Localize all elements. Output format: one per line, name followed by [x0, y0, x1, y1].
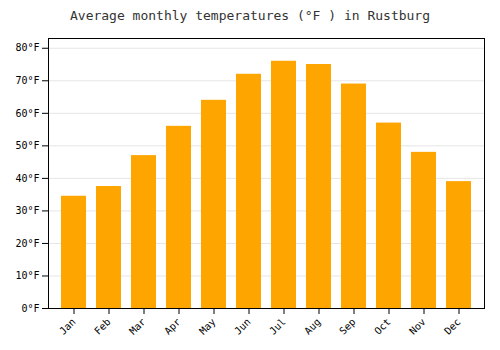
svg-text:Sep: Sep	[337, 316, 358, 337]
svg-text:Jun: Jun	[232, 316, 253, 337]
svg-text:Jan: Jan	[57, 316, 78, 337]
svg-text:30°F: 30°F	[15, 205, 39, 216]
svg-text:Nov: Nov	[407, 316, 428, 337]
svg-text:Jul: Jul	[267, 316, 288, 337]
svg-text:10°F: 10°F	[15, 270, 39, 281]
svg-text:Feb: Feb	[92, 316, 113, 337]
svg-text:Aug: Aug	[302, 316, 323, 337]
svg-text:50°F: 50°F	[15, 140, 39, 151]
svg-text:0°F: 0°F	[21, 303, 39, 314]
svg-text:40°F: 40°F	[15, 173, 39, 184]
svg-text:70°F: 70°F	[15, 75, 39, 86]
svg-text:Dec: Dec	[442, 316, 463, 337]
svg-text:Mar: Mar	[127, 316, 148, 337]
svg-text:80°F: 80°F	[15, 42, 39, 53]
svg-text:May: May	[197, 316, 218, 337]
svg-text:Apr: Apr	[162, 316, 183, 337]
html-text:Average monthly temperatures (: Average monthly temperatures (°F ) in Ru…	[70, 8, 430, 23]
svg-text:Oct: Oct	[372, 316, 393, 337]
svg-text:60°F: 60°F	[15, 108, 39, 119]
svg-text:20°F: 20°F	[15, 238, 39, 249]
